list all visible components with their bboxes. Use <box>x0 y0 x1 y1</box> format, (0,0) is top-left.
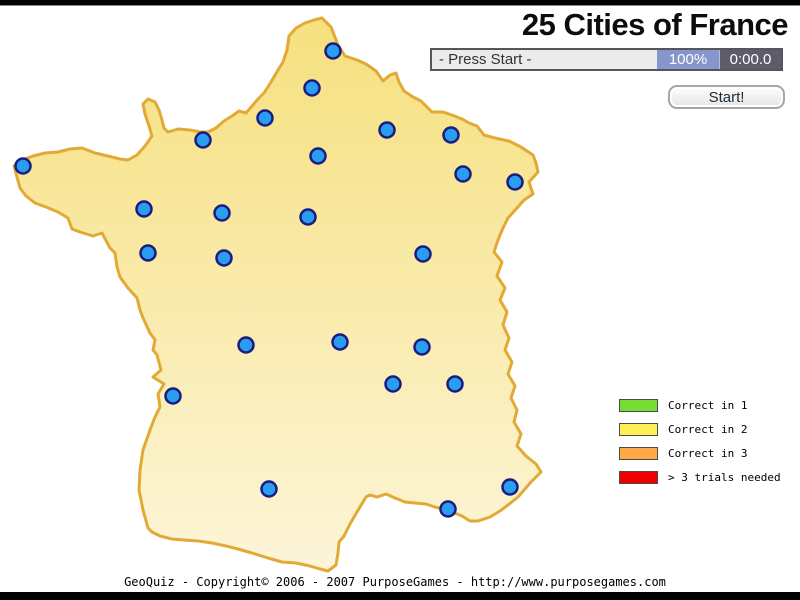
city-dot[interactable] <box>237 336 255 354</box>
legend-label: > 3 trials needed <box>668 471 781 484</box>
city-dot[interactable] <box>139 244 157 262</box>
city-dot[interactable] <box>135 200 153 218</box>
city-dot[interactable] <box>213 204 231 222</box>
city-dot[interactable] <box>309 147 327 165</box>
game-timer: 0:00.0 <box>719 50 781 69</box>
legend-row: Correct in 3 <box>619 447 781 460</box>
city-dot[interactable] <box>303 79 321 97</box>
city-dot[interactable] <box>164 387 182 405</box>
city-dot[interactable] <box>194 131 212 149</box>
score-legend: Correct in 1 Correct in 2 Correct in 3 > 3 … <box>619 399 781 495</box>
bottom-border-bar <box>0 592 800 600</box>
france-map-outline[interactable] <box>12 16 543 573</box>
footer-credit: GeoQuiz - Copyright© 2006 - 2007 Purpose… <box>124 575 666 589</box>
legend-color-swatch <box>619 399 658 412</box>
city-dot[interactable] <box>506 173 524 191</box>
score-percent: 100% <box>657 50 719 69</box>
city-dot[interactable] <box>14 157 32 175</box>
city-dot[interactable] <box>331 333 349 351</box>
city-dot[interactable] <box>324 42 342 60</box>
city-dot[interactable] <box>446 375 464 393</box>
city-dot[interactable] <box>439 500 457 518</box>
city-dots-group <box>14 42 524 518</box>
status-bar: - Press Start - 100% 0:00.0 <box>430 48 783 71</box>
city-dot[interactable] <box>442 126 460 144</box>
legend-label: Correct in 1 <box>668 399 748 412</box>
legend-color-swatch <box>619 447 658 460</box>
city-dot[interactable] <box>384 375 402 393</box>
city-dot[interactable] <box>413 338 431 356</box>
legend-row: Correct in 1 <box>619 399 781 412</box>
legend-row: Correct in 2 <box>619 423 781 436</box>
start-button[interactable]: Start! <box>668 85 785 109</box>
legend-label: Correct in 2 <box>668 423 748 436</box>
city-dot[interactable] <box>299 208 317 226</box>
legend-row: > 3 trials needed <box>619 471 781 484</box>
city-dot[interactable] <box>414 245 432 263</box>
legend-label: Correct in 3 <box>668 447 748 460</box>
top-border-bar <box>0 0 800 6</box>
city-dot[interactable] <box>215 249 233 267</box>
city-dot[interactable] <box>260 480 278 498</box>
city-dot[interactable] <box>454 165 472 183</box>
city-dot[interactable] <box>501 478 519 496</box>
page-title: 25 Cities of France <box>521 7 789 42</box>
city-dot[interactable] <box>256 109 274 127</box>
legend-color-swatch <box>619 423 658 436</box>
city-dot[interactable] <box>378 121 396 139</box>
status-message: - Press Start - <box>439 51 532 68</box>
legend-color-swatch <box>619 471 658 484</box>
